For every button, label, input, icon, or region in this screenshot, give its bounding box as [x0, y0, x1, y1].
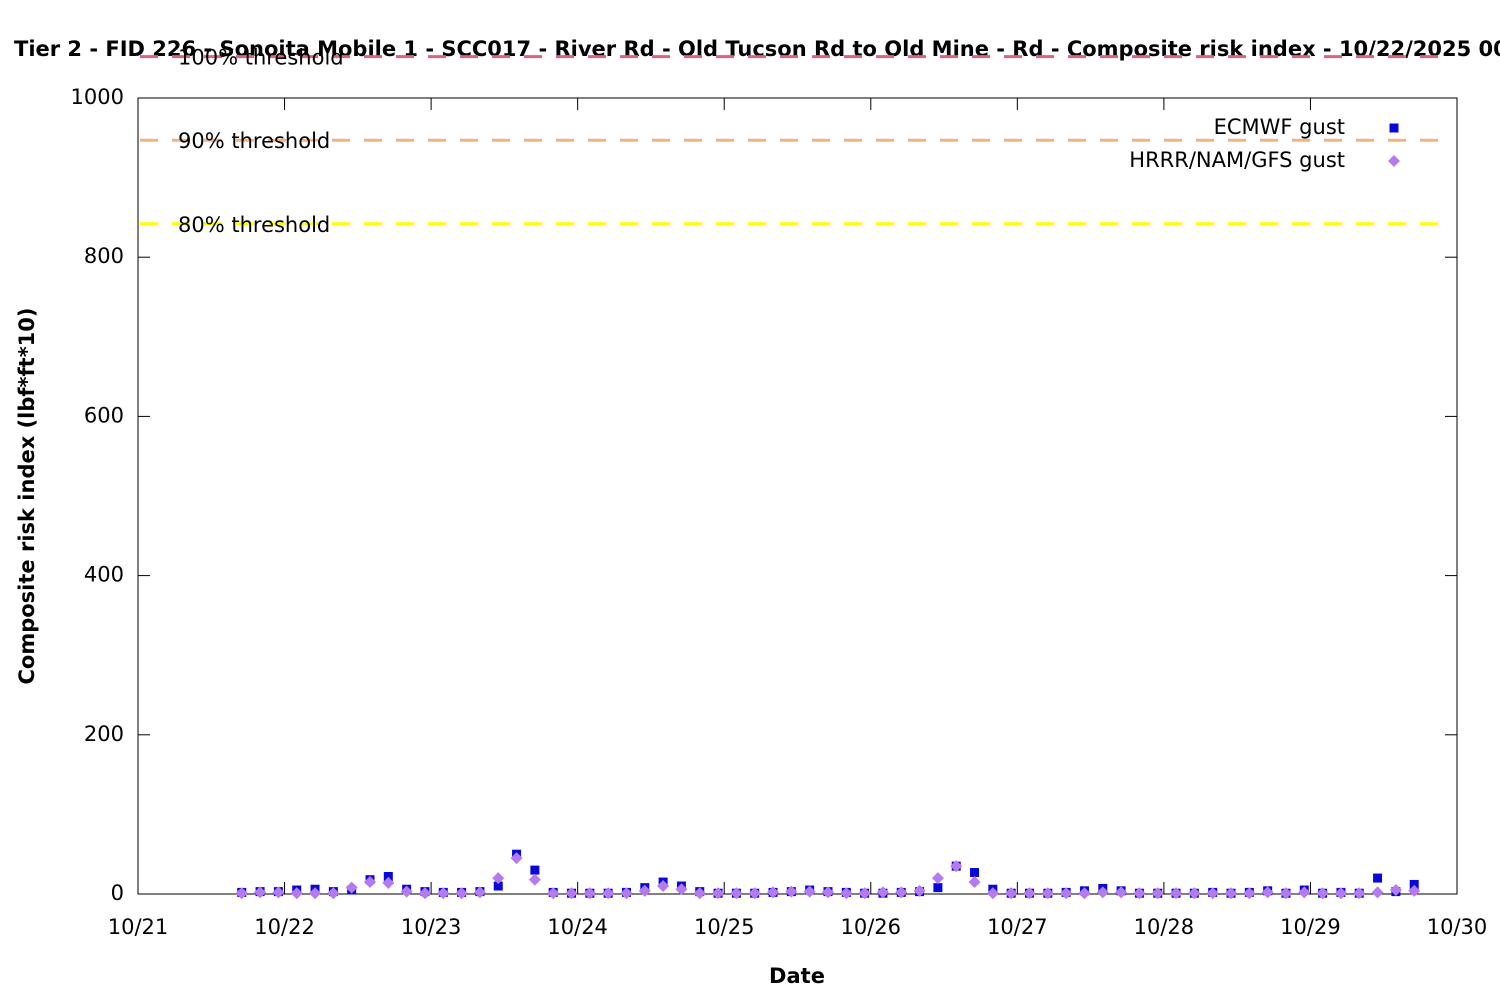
data-point [309, 887, 322, 900]
legend-label: ECMWF gust [1214, 115, 1345, 139]
data-point [383, 871, 393, 881]
data-point [913, 884, 926, 897]
data-point [1041, 887, 1054, 900]
data-point [1188, 887, 1201, 900]
data-point [530, 865, 540, 875]
data-point [1023, 887, 1036, 900]
data-point [1151, 887, 1164, 900]
data-point [933, 883, 943, 893]
data-point [803, 885, 816, 898]
data-point [510, 852, 523, 865]
x-tick-label: 10/21 [108, 915, 169, 939]
data-point [712, 887, 725, 900]
data-point [1096, 886, 1109, 899]
x-tick-label: 10/22 [254, 915, 315, 939]
y-tick-label: 200 [84, 722, 124, 746]
y-tick-label: 400 [84, 563, 124, 587]
data-point [657, 880, 670, 893]
data-point [675, 883, 688, 896]
x-tick-label: 10/23 [401, 915, 462, 939]
data-point [1078, 887, 1091, 900]
data-point [1206, 887, 1219, 900]
data-point [1298, 886, 1311, 899]
data-point [895, 886, 908, 899]
data-point [492, 872, 505, 885]
data-point [693, 887, 706, 900]
threshold-label: 90% threshold [178, 129, 330, 153]
legend-marker [1388, 155, 1400, 167]
data-point [1243, 887, 1256, 900]
data-point [858, 887, 871, 900]
y-tick-label: 600 [84, 403, 124, 427]
x-tick-label: 10/29 [1280, 915, 1341, 939]
threshold-label: 100% threshold [178, 46, 344, 70]
data-point [1408, 884, 1421, 897]
data-point [382, 876, 395, 889]
data-point [821, 886, 834, 899]
data-point [1115, 886, 1128, 899]
x-tick-label: 10/30 [1427, 915, 1488, 939]
data-point [970, 868, 980, 878]
data-point [1334, 887, 1347, 900]
data-point [473, 886, 486, 899]
data-point [1316, 887, 1329, 900]
x-tick-label: 10/27 [987, 915, 1048, 939]
data-point [528, 873, 541, 886]
data-point [565, 887, 578, 900]
data-point [620, 887, 633, 900]
legend-marker [1389, 123, 1399, 133]
data-point [1225, 887, 1238, 900]
data-point [876, 886, 889, 899]
data-point [638, 884, 651, 897]
plot-frame [137, 97, 1458, 895]
data-point [1133, 887, 1146, 900]
data-point [235, 887, 248, 900]
data-point [363, 876, 376, 889]
data-point [1371, 886, 1384, 899]
data-point [1060, 887, 1073, 900]
data-point [272, 886, 285, 899]
data-point [785, 885, 798, 898]
data-point [986, 887, 999, 900]
data-point [950, 860, 963, 873]
data-point [345, 881, 358, 894]
data-point [493, 881, 503, 891]
data-point [1279, 887, 1292, 900]
data-point [968, 876, 981, 889]
data-point [748, 887, 761, 900]
x-tick-label: 10/25 [694, 915, 755, 939]
data-point [840, 887, 853, 900]
x-tick-label: 10/26 [841, 915, 902, 939]
data-point [1373, 873, 1383, 883]
data-point [602, 887, 615, 900]
data-point [730, 887, 743, 900]
y-axis-label: Composite risk index (lbf*ft*10) [15, 307, 39, 684]
x-tick-label: 10/28 [1134, 915, 1195, 939]
data-point [931, 872, 944, 885]
x-axis-label: Date [769, 964, 825, 988]
data-point [1005, 887, 1018, 900]
data-point [290, 887, 303, 900]
data-point [327, 887, 340, 900]
threshold-label: 80% threshold [178, 213, 330, 237]
data-point [1409, 879, 1419, 889]
y-tick-label: 1000 [71, 85, 124, 109]
x-tick-label: 10/24 [547, 915, 608, 939]
data-point [1170, 887, 1183, 900]
data-point [254, 886, 267, 899]
data-point [418, 887, 431, 900]
data-point [437, 887, 450, 900]
y-tick-label: 800 [84, 244, 124, 268]
data-point [547, 887, 560, 900]
data-point [455, 887, 468, 900]
legend-label: HRRR/NAM/GFS gust [1129, 148, 1345, 172]
y-tick-label: 0 [111, 881, 124, 905]
data-point [1261, 886, 1274, 899]
data-point [1389, 884, 1402, 897]
data-point [400, 885, 413, 898]
data-point [767, 886, 780, 899]
data-point [583, 887, 596, 900]
data-point [1353, 887, 1366, 900]
